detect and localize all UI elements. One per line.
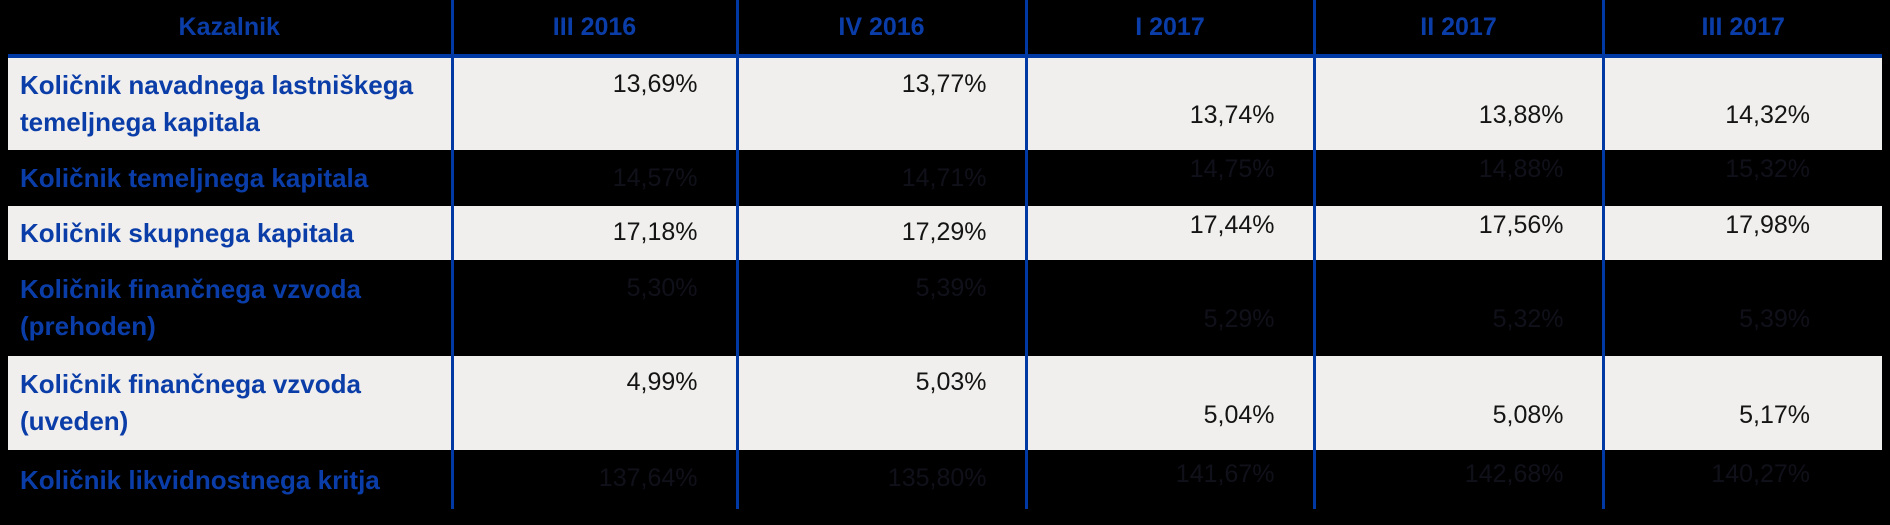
cell-value: 15,32% — [1601, 151, 1882, 205]
cell-value: 17,98% — [1601, 205, 1882, 261]
row-label: Količnik skupnega kapitala — [20, 217, 354, 248]
column-header-kazalnik: Kazalnik — [8, 0, 452, 58]
cell-value: 17,56% — [1312, 205, 1603, 261]
cell-value: 5,29% — [1024, 261, 1314, 355]
table-row: Količnik finančnega vzvoda (prehoden) 5,… — [8, 261, 1882, 355]
cell-value: 13,88% — [1312, 56, 1603, 151]
cell-value: 13,77% — [735, 56, 1026, 151]
cell-value: 13,69% — [450, 56, 737, 151]
cell-value: 5,39% — [735, 261, 1026, 355]
cell-value: 14,71% — [735, 151, 1026, 205]
column-header-iii-2017: III 2017 — [1601, 0, 1882, 58]
cell-value: 141,67% — [1024, 451, 1314, 509]
cell-value: 4,99% — [450, 355, 737, 451]
cell-value: 14,32% — [1601, 56, 1882, 151]
header-row: Kazalnik III 2016 IV 2016 I 2017 II 2017… — [8, 0, 1882, 58]
table-row: Količnik temeljnega kapitala 14,57% 14,7… — [8, 151, 1882, 205]
cell-value: 5,17% — [1601, 355, 1882, 451]
column-header-iv-2016: IV 2016 — [735, 0, 1026, 58]
cell-value: 142,68% — [1312, 451, 1603, 509]
cell-value: 5,32% — [1312, 261, 1603, 355]
cell-value: 14,75% — [1024, 151, 1314, 205]
table-row: Količnik finančnega vzvoda (uveden) 4,99… — [8, 355, 1882, 451]
cell-value: 14,88% — [1312, 151, 1603, 205]
cell-value: 5,30% — [450, 261, 737, 355]
row-label: Količnik finančnega vzvoda (uveden) — [20, 369, 361, 436]
cell-value: 5,39% — [1601, 261, 1882, 355]
column-header-i-2017: I 2017 — [1024, 0, 1314, 58]
cell-value: 13,74% — [1024, 56, 1314, 151]
cell-value: 137,64% — [450, 451, 737, 509]
row-label: Količnik likvidnostnega kritja — [20, 465, 380, 496]
cell-value: 140,27% — [1601, 451, 1882, 509]
table-row: Količnik likvidnostnega kritja 137,64% 1… — [8, 451, 1882, 509]
cell-value: 17,18% — [450, 205, 737, 261]
cell-value: 17,29% — [735, 205, 1026, 261]
cell-value: 5,03% — [735, 355, 1026, 451]
cell-value: 14,57% — [450, 151, 737, 205]
row-label: Količnik finančnega vzvoda (prehoden) — [20, 274, 361, 341]
cell-value: 5,08% — [1312, 355, 1603, 451]
cell-value: 135,80% — [735, 451, 1026, 509]
table-row: Količnik navadnega lastniškega temeljneg… — [8, 56, 1882, 151]
indicators-table: Kazalnik III 2016 IV 2016 I 2017 II 2017… — [8, 0, 1882, 509]
column-header-iii-2016: III 2016 — [450, 0, 737, 58]
column-header-ii-2017: II 2017 — [1312, 0, 1603, 58]
cell-value: 17,44% — [1024, 205, 1314, 261]
row-label: Količnik temeljnega kapitala — [20, 162, 369, 193]
table-row: Količnik skupnega kapitala 17,18% 17,29%… — [8, 205, 1882, 261]
row-label: Količnik navadnega lastniškega temeljneg… — [20, 70, 414, 137]
cell-value: 5,04% — [1024, 355, 1314, 451]
